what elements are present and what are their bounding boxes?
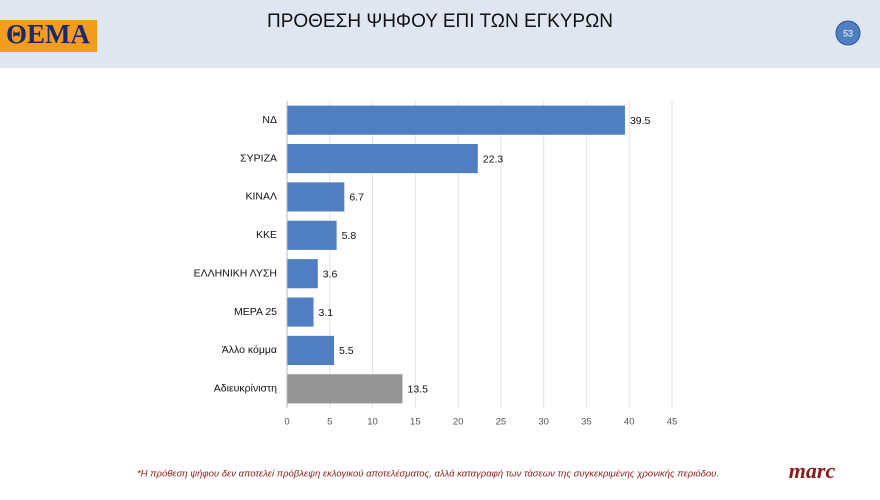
- bar: [287, 374, 403, 404]
- chart-title: ΠΡΟΘΕΣΗ ΨΗΦΟΥ ΕΠΙ ΤΩΝ ΕΓΚΥΡΩΝ: [267, 11, 613, 32]
- y-tick-label: ΚΚΕ: [256, 229, 277, 241]
- y-tick-label: ΜΕΡΑ 25: [234, 306, 277, 318]
- value-label: 6.7: [349, 192, 364, 204]
- x-tick-label: 15: [410, 417, 421, 428]
- y-tick-label: Άλλο κόμμα: [222, 344, 277, 356]
- y-tick-label: Αδιευκρίνιστη: [214, 383, 277, 395]
- bar: [287, 220, 337, 250]
- header-band: [0, 0, 880, 68]
- value-label: 5.5: [339, 345, 354, 357]
- x-tick-label: 20: [453, 417, 464, 428]
- footnote: *Η πρόθεση ψήφου δεν αποτελεί πρόβλεψη ε…: [137, 469, 719, 480]
- x-tick-label: 0: [284, 417, 289, 428]
- x-tick-label: 40: [624, 417, 635, 428]
- bar: [287, 259, 318, 289]
- x-tick-label: 25: [496, 417, 507, 428]
- x-tick-label: 10: [367, 417, 378, 428]
- brand-logo: marc: [789, 458, 836, 483]
- y-tick-label: ΚΙΝΑΛ: [245, 191, 277, 203]
- y-tick-label: ΝΔ: [262, 114, 277, 126]
- value-label: 3.6: [323, 268, 338, 280]
- x-tick-label: 35: [581, 417, 592, 428]
- bar: [287, 335, 335, 366]
- x-tick-label: 45: [667, 417, 678, 428]
- page-badge: [835, 20, 861, 46]
- value-label: 13.5: [408, 384, 429, 396]
- x-tick-label: 30: [538, 417, 549, 428]
- value-label: 22.3: [483, 153, 504, 165]
- logo: ΘΕΜΑ: [6, 19, 90, 49]
- bar: [287, 143, 478, 174]
- value-label: 5.8: [342, 230, 357, 242]
- logo-box: [0, 20, 97, 52]
- bar: [287, 105, 625, 135]
- bar: [287, 297, 314, 327]
- value-label: 3.1: [319, 307, 334, 319]
- bar: [287, 182, 345, 212]
- value-label: 39.5: [630, 115, 651, 127]
- y-tick-label: ΣΥΡΙΖΑ: [240, 152, 277, 164]
- x-tick-label: 5: [327, 417, 332, 428]
- page-number: 53: [843, 28, 853, 38]
- y-tick-label: ΕΛΛΗΝΙΚΗ ΛΥΣΗ: [194, 267, 277, 279]
